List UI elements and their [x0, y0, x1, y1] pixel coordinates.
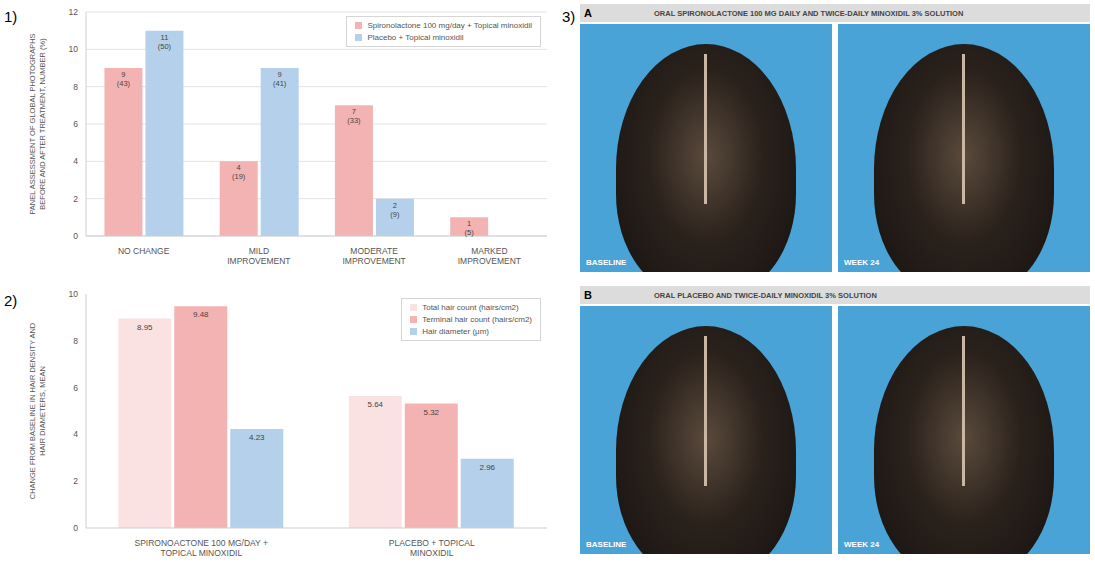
svg-text:1(5): 1(5) [465, 219, 475, 237]
svg-text:6: 6 [73, 119, 78, 129]
html-text:Spironolactone 100 mg/day + To: Spironolactone 100 mg/day + Topical mino… [367, 21, 532, 30]
svg-text:12: 12 [69, 7, 79, 17]
html-text:ORAL SPIRONOLACTONE 100 MG DAI: ORAL SPIRONOLACTONE 100 MG DAILY AND TWI… [654, 8, 964, 18]
svg-text:9(43): 9(43) [117, 70, 131, 88]
html-text:3): 3) [562, 8, 576, 25]
svg-text:10: 10 [69, 44, 79, 54]
html-text:ORAL PLACEBO AND TWICE-DAILY M: ORAL PLACEBO AND TWICE-DAILY MINOXIDIL 3… [654, 290, 877, 300]
svg-text:8: 8 [73, 336, 78, 346]
svg-text:MARKEDIMPROVEMENT: MARKEDIMPROVEMENT [458, 246, 521, 266]
html-text:BASELINE: BASELINE [586, 540, 627, 549]
svg-text:11(50): 11(50) [158, 33, 172, 51]
svg-text:10: 10 [69, 289, 79, 299]
svg-text:6: 6 [73, 383, 78, 393]
svg-text:MODERATEIMPROVEMENT: MODERATEIMPROVEMENT [342, 246, 405, 266]
svg-text:4: 4 [73, 429, 78, 439]
svg-text:2.96: 2.96 [479, 463, 495, 472]
svg-text:2: 2 [73, 194, 78, 204]
html-text:WEEK 24: WEEK 24 [844, 258, 880, 267]
svg-text:4: 4 [73, 156, 78, 166]
html-text:Placebo + Topical minoxidil: Placebo + Topical minoxidil [367, 33, 464, 42]
svg-text:2: 2 [73, 476, 78, 486]
svg-text:5.32: 5.32 [423, 408, 439, 417]
svg-text:8: 8 [73, 82, 78, 92]
svg-text:CHANGE FROM BASELINE IN HAIR D: CHANGE FROM BASELINE IN HAIR DENSITY AND… [28, 322, 47, 499]
html-text:2): 2) [4, 292, 18, 309]
svg-text:PANEL ASSESSMENT OF GLOBAL PHO: PANEL ASSESSMENT OF GLOBAL PHOTOGRAPHSBE… [28, 33, 47, 214]
html-text:1): 1) [4, 8, 18, 25]
svg-text:9.48: 9.48 [193, 310, 209, 319]
html-text:Terminal hair count (hairs/cm2: Terminal hair count (hairs/cm2) [422, 315, 532, 324]
html-text:Hair diameter (μm): Hair diameter (μm) [422, 327, 489, 336]
html-text:WEEK 24: WEEK 24 [844, 540, 880, 549]
svg-text:4.23: 4.23 [249, 433, 265, 442]
svg-text:8.95: 8.95 [137, 323, 153, 332]
html-text:Total hair count (hairs/cm2): Total hair count (hairs/cm2) [422, 303, 519, 312]
svg-text:2(9): 2(9) [390, 201, 400, 219]
svg-text:0: 0 [73, 231, 78, 241]
svg-text:SPIRONOACTONE 100 MG/DAY +TOPI: SPIRONOACTONE 100 MG/DAY +TOPICAL MINOXI… [135, 538, 268, 558]
svg-text:NO CHANGE: NO CHANGE [118, 246, 170, 256]
svg-text:7(33): 7(33) [347, 107, 361, 125]
svg-text:PLACEBO + TOPICALMINOXIDIL: PLACEBO + TOPICALMINOXIDIL [389, 538, 475, 558]
html-text:B: B [584, 289, 592, 301]
svg-text:0: 0 [73, 523, 78, 533]
svg-text:MILDIMPROVEMENT: MILDIMPROVEMENT [227, 246, 290, 266]
svg-text:4(19): 4(19) [232, 163, 246, 181]
html-text:BASELINE: BASELINE [586, 258, 627, 267]
svg-text:9(41): 9(41) [273, 70, 287, 88]
html-text:A: A [584, 7, 592, 19]
svg-text:5.64: 5.64 [367, 400, 383, 409]
